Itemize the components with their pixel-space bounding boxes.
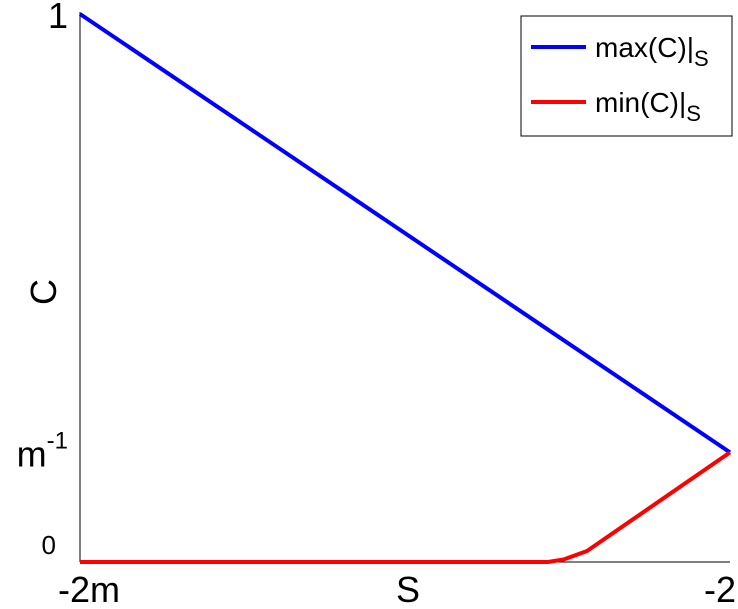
x-axis-label: S xyxy=(396,569,420,609)
legend-entries: max(C)|S min(C)|S xyxy=(531,32,709,126)
y-axis-label: C xyxy=(23,279,64,305)
series-layer xyxy=(78,12,732,564)
legend-label-1: min(C)|S xyxy=(595,87,701,126)
y-tick-label-1: m-1 xyxy=(17,427,68,474)
y-tick-labels: 0 m-1 1 xyxy=(17,0,68,560)
y-tick-label-2: 1 xyxy=(48,0,68,36)
series-line-1 xyxy=(80,450,732,564)
y-tick-label-0: 0 xyxy=(42,530,56,560)
x-tick-label-0: -2m xyxy=(58,569,120,609)
x-tick-labels: -2m -2 xyxy=(58,569,736,609)
legend-box xyxy=(520,15,733,137)
legend: max(C)|S min(C)|S xyxy=(520,15,733,137)
x-tick-label-1: -2 xyxy=(704,569,736,609)
series-line-0 xyxy=(78,12,732,455)
legend-label-0: max(C)|S xyxy=(595,32,709,71)
